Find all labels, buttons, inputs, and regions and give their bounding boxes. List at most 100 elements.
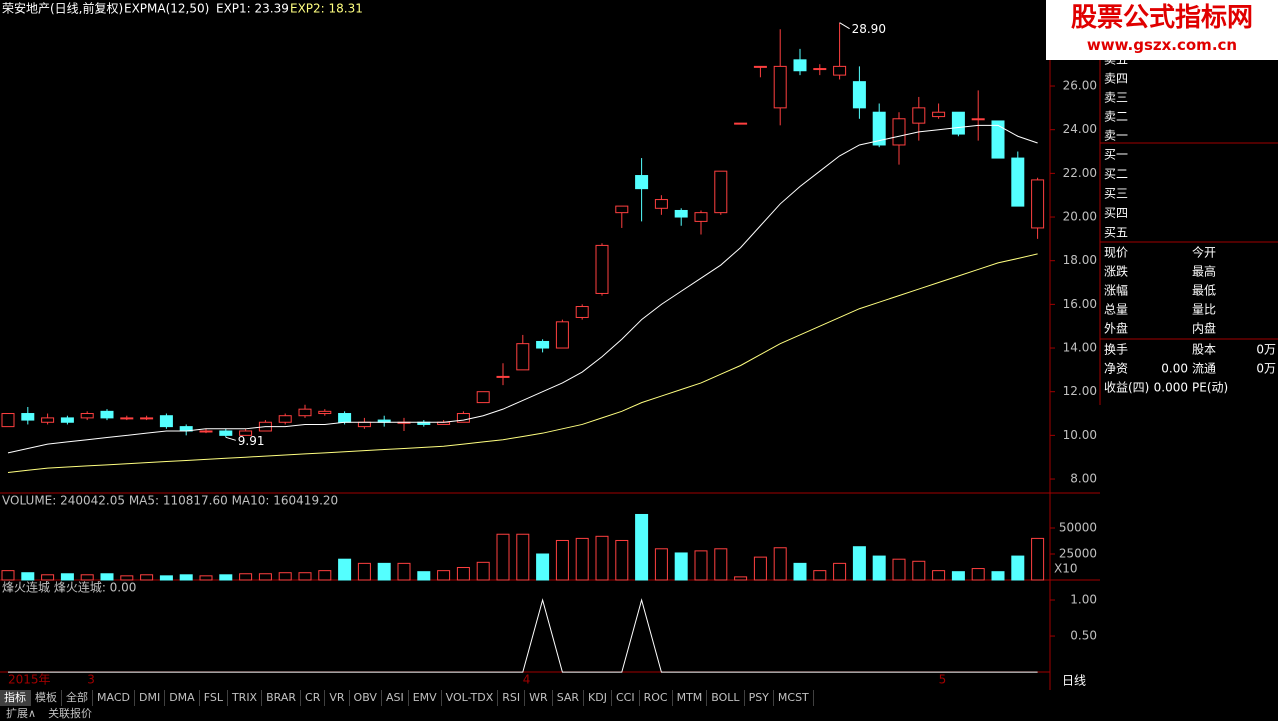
indicator-tab[interactable]: DMA — [165, 690, 200, 706]
y-tick-label: 16.00 — [1063, 297, 1097, 311]
volume-bar — [734, 576, 748, 581]
candle-body — [951, 111, 965, 135]
logo-url: www.gszx.com.cn — [1086, 36, 1238, 54]
volume-bar — [753, 556, 767, 581]
y-tick-label: 25000 — [1059, 546, 1097, 560]
y-tick-label: 18.00 — [1063, 253, 1097, 267]
indicator-tab[interactable]: MCST — [773, 690, 814, 706]
indicator-tab[interactable]: SAR — [552, 690, 585, 706]
volume-bar — [654, 548, 668, 581]
volume-bar — [357, 562, 371, 581]
candle-body — [199, 430, 213, 433]
volume-bar — [278, 572, 292, 581]
quote-label: 内盘 — [1192, 321, 1216, 336]
indicator-tab[interactable]: MACD — [93, 690, 135, 706]
volume-bar — [674, 552, 688, 581]
candle-body — [120, 417, 134, 420]
indicator-tab[interactable]: 指标 — [0, 690, 31, 706]
indicator-tab[interactable]: MTM — [672, 690, 708, 706]
quote-label: 量比 — [1192, 303, 1216, 317]
candle-body — [318, 410, 332, 415]
indicator-tab[interactable]: KDJ — [584, 690, 612, 706]
indicator-tab[interactable]: VOL-TDX — [441, 690, 499, 706]
exp2-label: EXP2: 18.31 — [290, 2, 363, 16]
candle-body — [21, 413, 35, 421]
indicator-tab[interactable]: OBV — [349, 690, 382, 706]
order-book-label: 卖二 — [1104, 110, 1128, 124]
indicator-tab[interactable]: ROC — [639, 690, 673, 706]
finance-label: 净资 — [1104, 362, 1128, 376]
y-tick-label: 12.00 — [1063, 384, 1097, 398]
indicator-line — [8, 598, 1038, 673]
candle-body — [555, 321, 569, 349]
x-tick-label: 3 — [87, 673, 95, 687]
indicator-tab[interactable]: VR — [325, 690, 350, 706]
candle-body — [159, 415, 173, 428]
quote-label: 最低 — [1192, 284, 1216, 298]
stock-title: 荣安地产(日线,前复权) — [2, 1, 123, 16]
candle-body — [991, 120, 1005, 159]
indicator-tab[interactable]: BOLL — [707, 690, 745, 706]
y-tick-label: 24.00 — [1063, 122, 1097, 136]
footer-button[interactable]: 扩展∧ — [6, 707, 37, 720]
order-book-label: 卖一 — [1104, 129, 1128, 143]
candle-body — [793, 59, 807, 72]
volume-bar — [456, 567, 470, 581]
volume-bar — [437, 570, 451, 581]
indicator-tab[interactable]: BRAR — [262, 690, 302, 706]
indicator-tab[interactable]: EMV — [408, 690, 442, 706]
order-book-label: 买一 — [1104, 148, 1128, 162]
x-tick-label: 2015年 — [8, 673, 51, 687]
volume-bar — [852, 546, 866, 581]
indicator-tab[interactable]: CR — [301, 690, 326, 706]
volume-bar — [318, 570, 332, 581]
volume-bar — [595, 535, 609, 581]
volume-bar — [338, 558, 352, 581]
finance-label: 收益(四) — [1104, 381, 1149, 395]
indicator-tab[interactable]: TRIX — [227, 690, 263, 706]
watermark: 股票公式指标网 www.gszx.com.cn — [1046, 0, 1278, 60]
logo-name: 股票公式指标网 — [1070, 3, 1253, 33]
x-tick-label: 5 — [939, 673, 947, 687]
indicator-tab[interactable]: RSI — [498, 690, 526, 706]
candle-body — [694, 212, 708, 222]
y-tick-label: 26.00 — [1063, 79, 1097, 93]
quote-label: 总量 — [1104, 303, 1128, 317]
candle-body — [734, 122, 748, 125]
candle-body — [536, 340, 550, 349]
order-book-label: 买三 — [1104, 187, 1128, 201]
indicator-tab[interactable]: 全部 — [62, 690, 93, 706]
indicator-tab[interactable]: WR — [525, 690, 553, 706]
y-tick-label: 50000 — [1059, 520, 1097, 534]
volume-bar — [21, 572, 35, 581]
candle-body — [833, 65, 847, 76]
volume-bar — [476, 561, 490, 581]
candle-body — [456, 413, 470, 423]
candle-body — [912, 107, 926, 124]
y-tick-label: 10.00 — [1063, 428, 1097, 442]
volume-bar — [298, 572, 312, 581]
volume-bar — [635, 513, 649, 581]
candle-body — [1011, 157, 1025, 207]
footer-button[interactable]: 关联报价 — [48, 707, 93, 720]
indicator-tab[interactable]: PSY — [744, 690, 774, 706]
volume-bar — [872, 555, 886, 581]
candle-body — [219, 430, 233, 436]
order-book-label: 买二 — [1104, 167, 1128, 181]
indicator-tab[interactable]: FSL — [199, 690, 228, 706]
candle-body — [714, 170, 728, 214]
volume-bar — [179, 574, 193, 581]
volume-bar — [516, 533, 530, 581]
indicator-tab[interactable]: DMI — [134, 690, 166, 706]
indicator-tab[interactable]: ASI — [381, 690, 409, 706]
volume-bar — [140, 574, 154, 581]
indicator-tab[interactable]: CCI — [611, 690, 640, 706]
indicator-tab[interactable]: 模板 — [31, 690, 62, 706]
volume-bar — [80, 574, 94, 581]
finance-label: 流通 — [1192, 362, 1216, 376]
volume-bar — [971, 568, 985, 581]
candle-body — [1031, 179, 1045, 229]
candle-body — [575, 306, 589, 318]
volume-bar — [258, 573, 272, 581]
